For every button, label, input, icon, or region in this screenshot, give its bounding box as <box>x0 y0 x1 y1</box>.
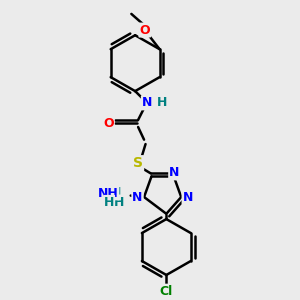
Text: S: S <box>133 156 143 170</box>
Text: H: H <box>111 185 121 199</box>
Text: H: H <box>114 196 124 208</box>
Text: O: O <box>103 117 114 130</box>
Text: H: H <box>157 96 168 110</box>
Text: NH: NH <box>98 187 119 200</box>
Text: Cl: Cl <box>160 285 173 298</box>
Text: N: N <box>169 167 180 179</box>
Text: H: H <box>104 196 115 208</box>
Text: O: O <box>140 24 150 37</box>
Text: N: N <box>132 190 143 203</box>
Text: N: N <box>142 96 152 110</box>
Text: N: N <box>183 190 193 203</box>
